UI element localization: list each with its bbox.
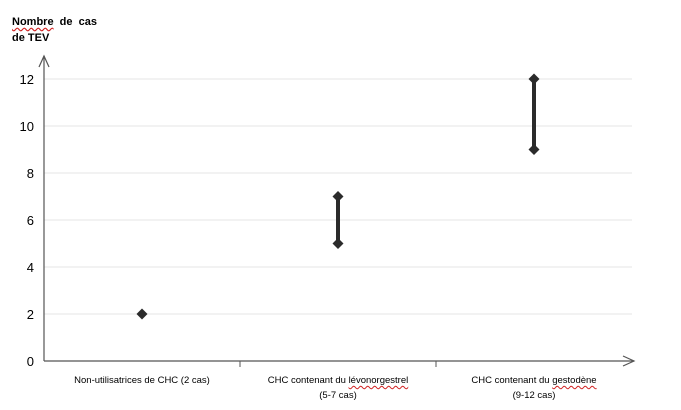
point-marker — [136, 308, 148, 320]
y-axis-label-line1-rest: de cas — [53, 16, 97, 28]
y-tick-label: 8 — [27, 166, 34, 181]
y-tick-label: 0 — [27, 354, 34, 369]
y-tick-labels: 0 2 4 6 8 10 12 — [20, 72, 34, 369]
category-label-line1: CHC contenant du gestodène — [439, 375, 629, 386]
category-label-line2: (5-7 cas) — [319, 390, 357, 401]
y-tick-label: 4 — [27, 260, 34, 275]
y-tick-label: 2 — [27, 307, 34, 322]
range-high-marker — [332, 191, 344, 202]
axes — [38, 54, 636, 367]
category-label-line1: Non-utilisatrices de CHC (2 cas) — [47, 375, 237, 386]
y-axis-label: Nombre de cas de TEV — [12, 14, 97, 46]
range-low-marker — [528, 144, 540, 155]
category-label-text: CHC contenant du — [267, 375, 349, 386]
category-label-line1: CHC contenant du lévonorgestrel — [243, 375, 433, 386]
y-tick: 4 — [27, 260, 34, 275]
y-tick-label: 12 — [20, 72, 34, 87]
y-tick: 0 — [27, 354, 34, 369]
y-tick: 10 — [20, 119, 34, 134]
y-tick-label: 6 — [27, 213, 34, 228]
data-marks — [136, 73, 540, 320]
range-low-marker — [332, 238, 344, 249]
y-tick-label: 10 — [20, 119, 34, 134]
range-high-marker — [528, 73, 540, 85]
category-label-text: CHC contenant du — [471, 375, 553, 386]
category-label-term: gestodène — [552, 375, 597, 386]
category-label-text: Non-utilisatrices de CHC (2 cas) — [74, 375, 210, 386]
y-tick: 2 — [27, 307, 34, 322]
category-label: CHC contenant du gestodène (9-12 cas) — [439, 375, 629, 401]
category-label-term: lévonorgestrel — [348, 375, 409, 386]
y-axis-label-line2: de TEV — [12, 32, 50, 44]
y-axis-arrow — [38, 54, 50, 68]
category-label: Non-utilisatrices de CHC (2 cas) — [47, 375, 237, 386]
y-tick: 6 — [27, 213, 34, 228]
category-label: CHC contenant du lévonorgestrel (5-7 cas) — [243, 375, 433, 401]
y-tick: 8 — [27, 166, 34, 181]
x-axis-arrow — [622, 355, 636, 367]
category-label-line2: (9-12 cas) — [512, 390, 556, 401]
y-tick: 12 — [20, 72, 34, 87]
y-axis-label-word: Nombre — [12, 16, 54, 28]
